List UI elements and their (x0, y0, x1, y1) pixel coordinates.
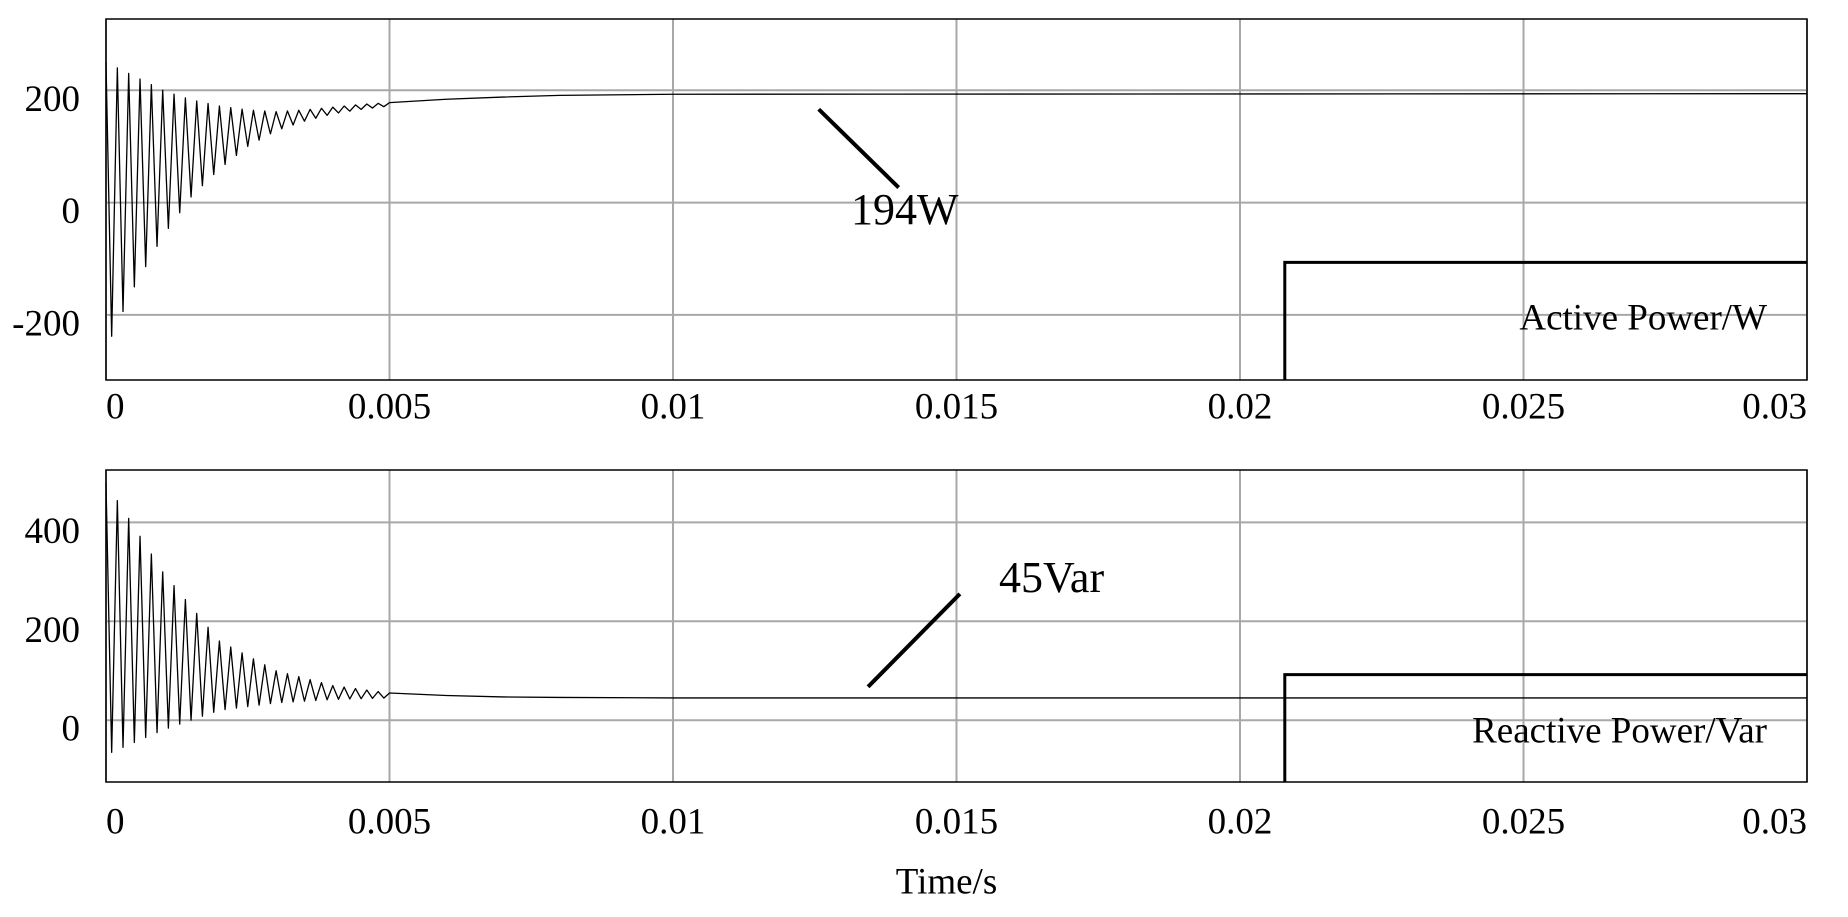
data-line (105, 62, 1808, 337)
x-tick-label: 0.01 (641, 801, 706, 842)
legend-frame (1283, 673, 1807, 782)
x-tick-label: 0.015 (915, 801, 998, 842)
legend-frame (1283, 260, 1807, 380)
annotation-leader (866, 592, 962, 689)
x-tick-label: 0.03 (1742, 386, 1807, 427)
x-tick-label: 0.005 (348, 386, 431, 427)
x-axis-label: Time/s (896, 861, 997, 902)
legend-label: Reactive Power/Var (1472, 711, 1767, 752)
x-tick-label: 0 (106, 386, 125, 427)
x-tick-label: 0.01 (641, 386, 706, 427)
data-line (105, 482, 1807, 753)
y-tick-label: 200 (25, 610, 81, 651)
x-tick-label: 0.015 (915, 386, 998, 427)
x-tick-label: 0.02 (1208, 386, 1273, 427)
y-tick-label: 400 (25, 511, 81, 552)
x-tick-label: 0.025 (1482, 801, 1565, 842)
y-tick-label: -200 (12, 303, 80, 344)
annotation: 194W (851, 185, 959, 234)
plot-frame (105, 18, 1808, 381)
annotation: 45Var (999, 553, 1104, 602)
x-tick-label: 0 (106, 801, 125, 842)
y-tick-label: 200 (25, 79, 81, 120)
plot-frame (105, 469, 1808, 783)
x-tick-label: 0.03 (1742, 801, 1807, 842)
x-tick-label: 0.005 (348, 801, 431, 842)
y-tick-label: 0 (62, 709, 81, 750)
y-tick-label: 0 (62, 191, 81, 232)
x-tick-label: 0.025 (1482, 386, 1565, 427)
x-tick-label: 0.02 (1208, 801, 1273, 842)
annotation-leader (817, 107, 901, 190)
legend-label: Active Power/W (1519, 297, 1767, 338)
